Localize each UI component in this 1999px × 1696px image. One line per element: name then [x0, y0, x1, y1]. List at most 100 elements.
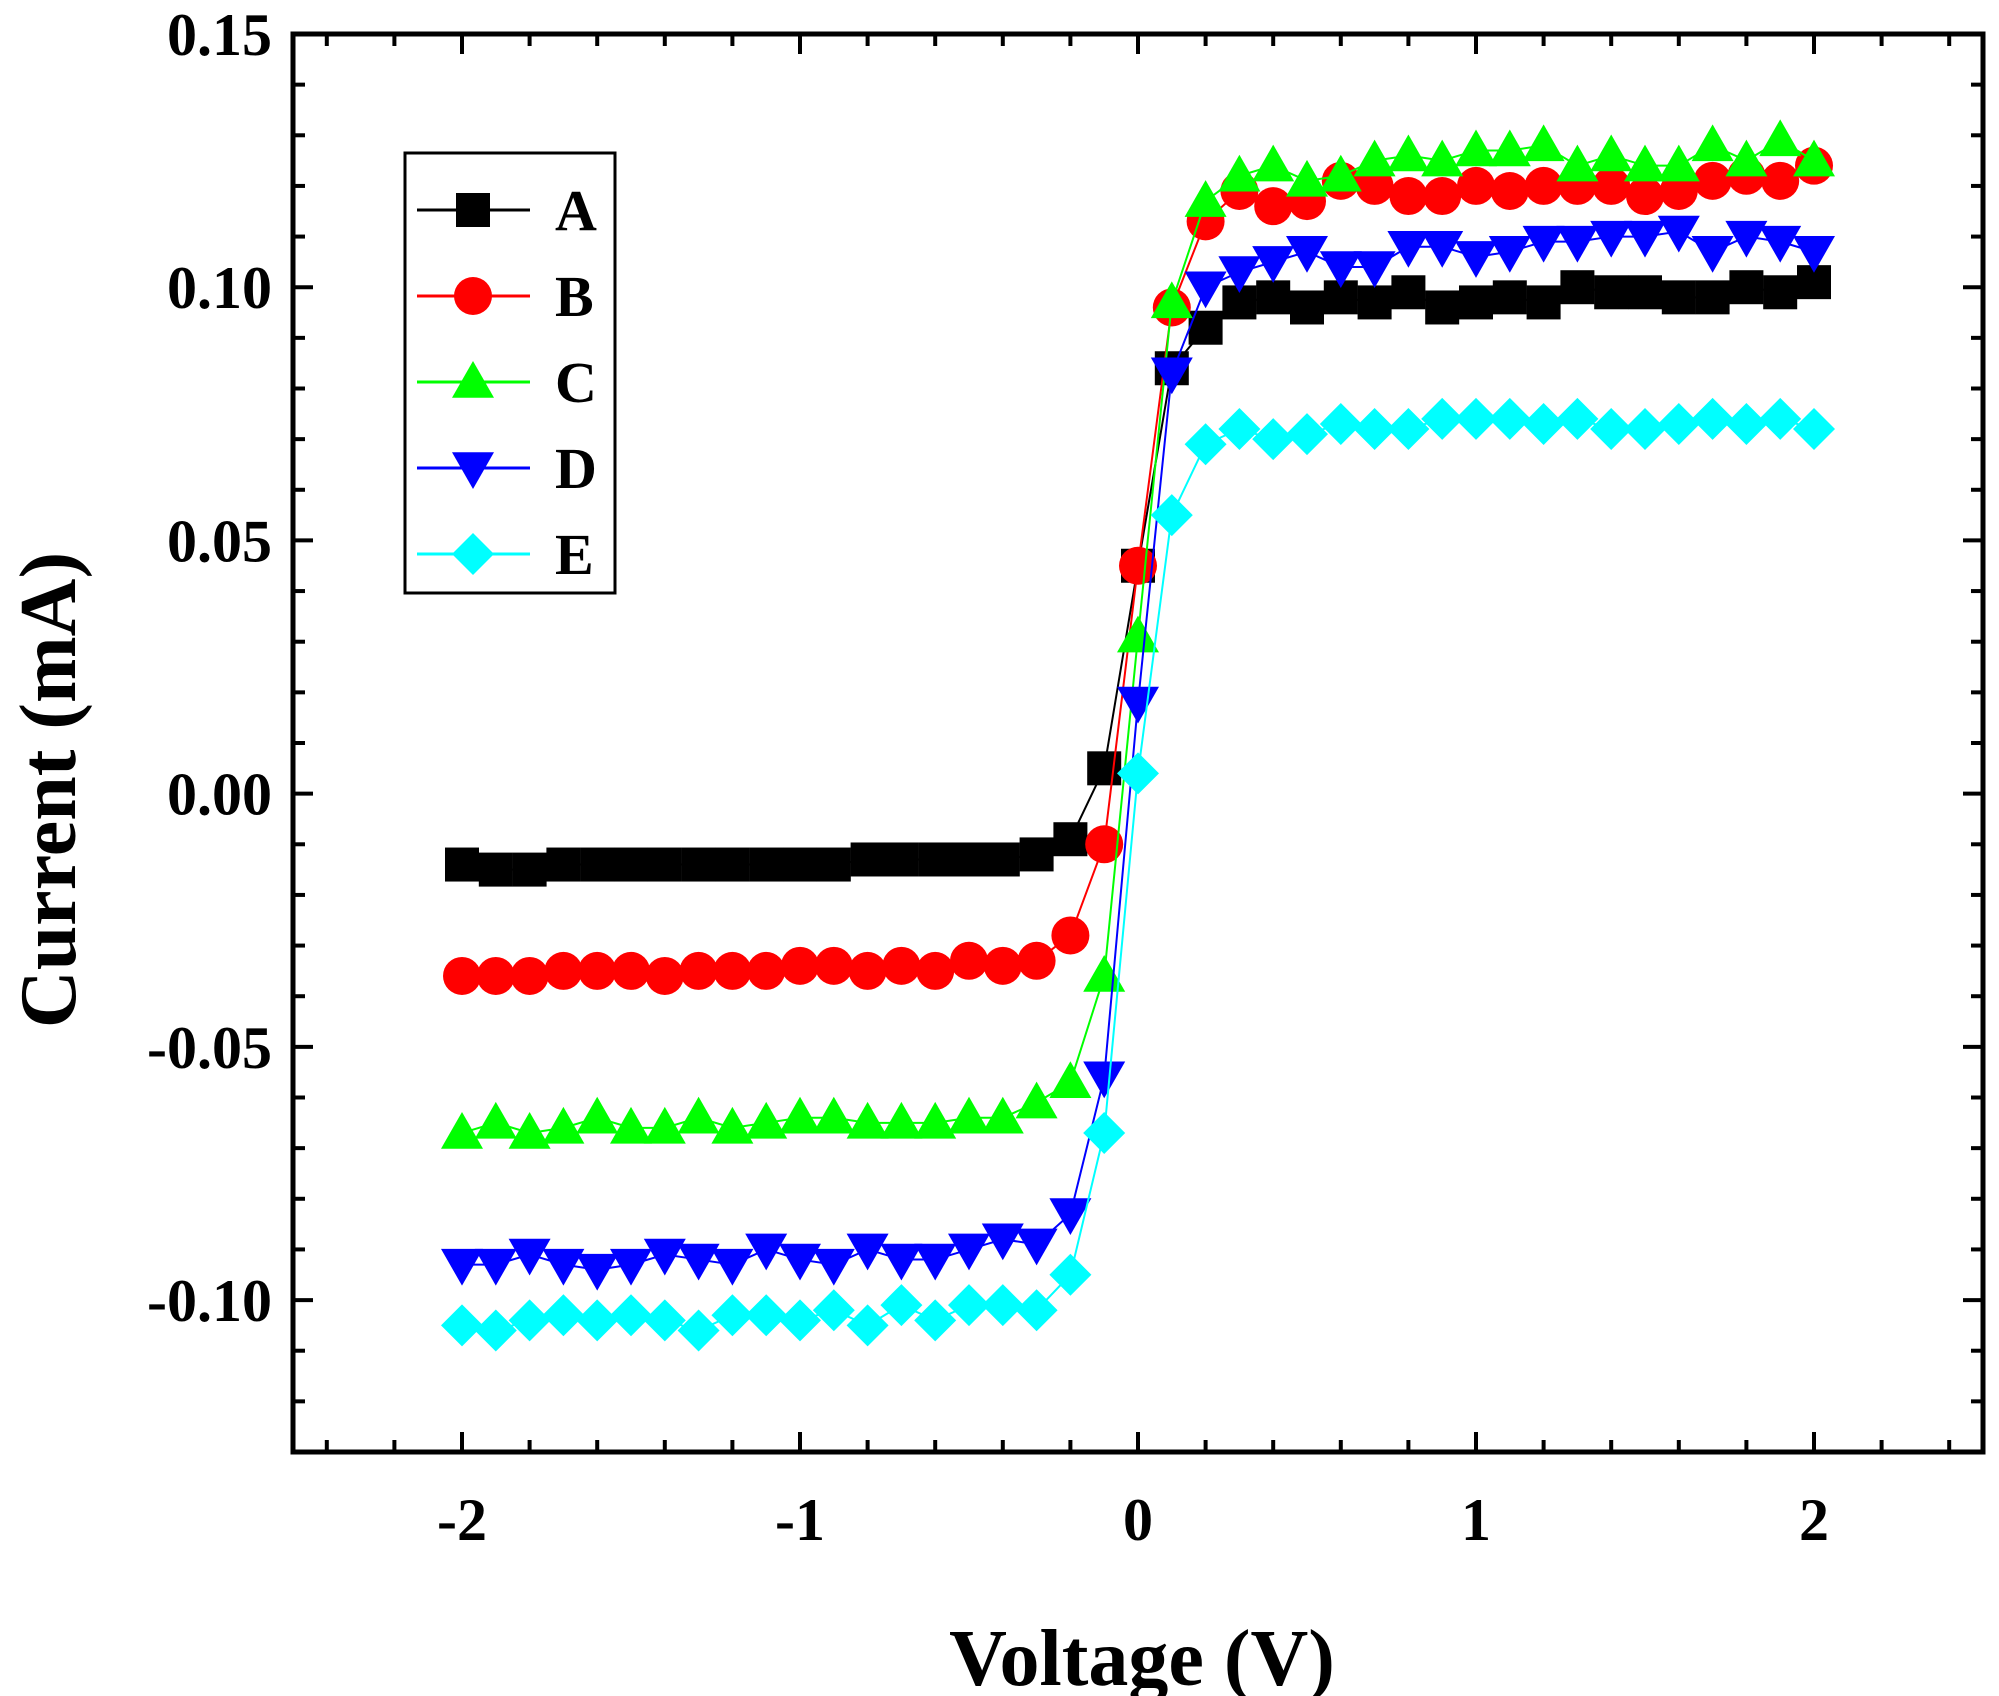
data-point-E [914, 1299, 957, 1342]
legend-item-B: B [417, 264, 594, 329]
data-point-C [1117, 615, 1159, 653]
data-point-C [677, 1096, 720, 1134]
data-point-B [1490, 171, 1529, 210]
data-point-A [580, 847, 615, 882]
data-point-D [779, 1243, 821, 1281]
data-point-D [1725, 220, 1768, 258]
data-point-D [1657, 215, 1700, 253]
data-point-E [643, 1299, 686, 1342]
data-point-A [1290, 290, 1324, 325]
y-axis-title: Current (mA) [5, 552, 93, 1028]
x-tick-label: 2 [1799, 1487, 1829, 1553]
data-point-A [1661, 280, 1696, 315]
data-point-A [1560, 270, 1595, 305]
data-point-E [1624, 408, 1666, 451]
legend-label-D: D [555, 436, 597, 501]
data-point-C [846, 1101, 889, 1139]
data-point-B [1592, 166, 1631, 205]
data-point-D [1759, 225, 1802, 263]
data-point-D [677, 1243, 720, 1281]
data-point-C [576, 1096, 619, 1134]
data-point-A [546, 847, 581, 882]
legend-box [403, 151, 617, 595]
data-point-D [643, 1238, 686, 1276]
data-point-E [677, 1309, 720, 1352]
data-point-B [612, 951, 650, 990]
data-point-B [1389, 177, 1428, 216]
data-point-B [1761, 161, 1800, 200]
data-point-A [952, 842, 986, 877]
data-point-C [1083, 954, 1126, 992]
data-point-E [542, 1294, 585, 1337]
data-point-E [812, 1289, 855, 1332]
data-point-A [1729, 270, 1764, 305]
data-point-E [711, 1294, 754, 1337]
data-point-B [1085, 825, 1124, 864]
data-point-B [510, 956, 549, 995]
data-point-D [745, 1233, 788, 1271]
y-tick-label: 0.15 [167, 2, 272, 68]
data-point-C [1353, 139, 1396, 177]
data-point-B [1659, 171, 1698, 210]
legend-marker-C [452, 361, 494, 398]
data-point-C [1218, 154, 1261, 192]
data-point-A [647, 847, 682, 882]
data-point-E [1657, 402, 1700, 445]
x-tick-label: 0 [1123, 1487, 1153, 1553]
data-point-C [542, 1106, 585, 1144]
data-point-D [1049, 1198, 1092, 1235]
data-point-D [1184, 271, 1227, 309]
x-tick-label: 1 [1461, 1487, 1491, 1553]
data-point-A [1628, 275, 1662, 310]
data-point-B [578, 951, 617, 990]
data-point-E [1184, 423, 1227, 466]
data-point-E [779, 1299, 821, 1342]
data-point-A [884, 842, 919, 877]
data-point-B [848, 951, 887, 990]
x-tick-label: -2 [437, 1487, 487, 1553]
data-point-D [1590, 220, 1633, 258]
y-tick-label: -0.05 [147, 1015, 272, 1081]
data-point-B [882, 946, 921, 985]
data-point-E [1286, 413, 1328, 456]
data-point-C [1421, 139, 1464, 177]
series-D [441, 215, 1835, 1291]
data-point-B [1119, 546, 1157, 585]
legend-label-B: B [555, 264, 594, 329]
y-tick-label: 0.05 [167, 508, 272, 574]
data-point-E [1455, 397, 1497, 440]
data-point-C [1725, 139, 1768, 177]
data-point-C [711, 1106, 754, 1144]
legend-item-D: D [417, 436, 597, 501]
data-point-B [1524, 166, 1563, 205]
legend-label-A: A [555, 178, 597, 243]
data-point-C [1759, 119, 1802, 157]
data-point-A [681, 847, 716, 882]
data-point-B [713, 951, 752, 990]
data-point-A [1695, 280, 1730, 315]
data-point-A [1256, 280, 1291, 315]
data-point-B [1254, 187, 1293, 226]
data-point-A [1019, 837, 1054, 872]
data-point-D [508, 1238, 551, 1276]
data-point-C [610, 1106, 652, 1144]
series-E [441, 397, 1835, 1352]
data-point-C [1015, 1081, 1058, 1119]
data-point-E [1319, 402, 1362, 445]
data-point-D [880, 1243, 923, 1281]
data-point-E [1522, 402, 1565, 445]
data-point-C [779, 1096, 821, 1134]
data-point-D [1286, 236, 1328, 273]
data-point-A [816, 847, 851, 882]
data-point-D [1624, 220, 1666, 258]
data-point-E [1759, 397, 1802, 440]
data-point-C [914, 1101, 957, 1139]
data-point-E [1083, 1111, 1126, 1154]
data-point-C [1590, 134, 1633, 172]
data-point-C [880, 1101, 923, 1139]
data-point-A [1425, 290, 1460, 325]
data-point-A [1459, 285, 1493, 320]
data-point-A [1492, 280, 1527, 315]
data-point-A [749, 847, 784, 882]
